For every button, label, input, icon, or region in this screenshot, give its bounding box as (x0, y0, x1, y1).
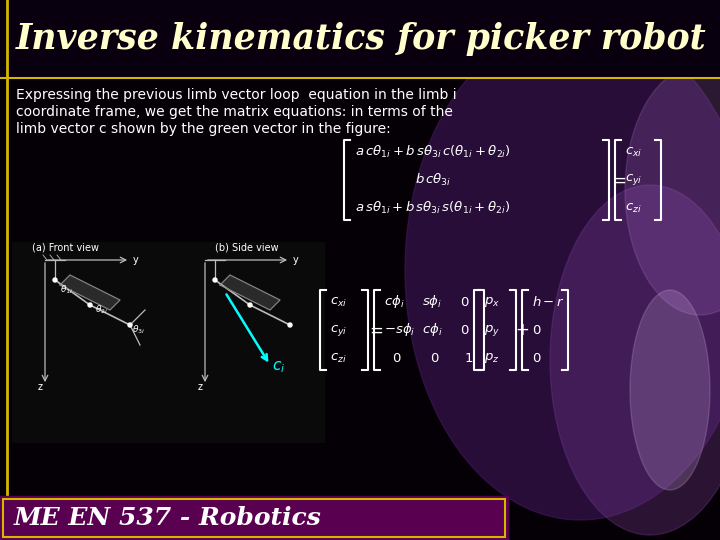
Polygon shape (220, 275, 280, 310)
Text: $0$: $0$ (532, 323, 541, 336)
Circle shape (248, 303, 252, 307)
Text: $c_i$: $c_i$ (272, 359, 285, 375)
Text: (a) Front view: (a) Front view (32, 242, 99, 252)
Circle shape (288, 323, 292, 327)
Text: z: z (38, 382, 43, 392)
Text: $c\phi_i$: $c\phi_i$ (422, 321, 443, 339)
Text: $c_{xi}$: $c_{xi}$ (625, 145, 642, 159)
Text: $1$: $1$ (464, 352, 473, 365)
Text: $h-r$: $h-r$ (532, 295, 564, 309)
Text: $c_{yi}$: $c_{yi}$ (330, 322, 347, 338)
Text: $c_{zi}$: $c_{zi}$ (625, 201, 642, 214)
Bar (12, 242, 324, 442)
Text: $0$: $0$ (460, 323, 469, 336)
Text: $\theta_{3i}$: $\theta_{3i}$ (132, 324, 145, 336)
Text: y: y (133, 255, 139, 265)
Text: $=$: $=$ (609, 171, 626, 189)
Circle shape (88, 303, 92, 307)
Text: $b\,c\theta_{3i}$: $b\,c\theta_{3i}$ (415, 172, 451, 188)
Bar (0, 0, 720, 78)
Text: $s\phi_i$: $s\phi_i$ (422, 294, 442, 310)
Bar (3, 499, 505, 537)
Ellipse shape (625, 65, 720, 315)
Text: (b) Side view: (b) Side view (215, 242, 279, 252)
Text: $\theta_{1i}$: $\theta_{1i}$ (60, 283, 73, 295)
Text: $p_x$: $p_x$ (484, 295, 500, 309)
Text: $\theta_{2i}$: $\theta_{2i}$ (95, 304, 108, 316)
Circle shape (53, 278, 57, 282)
Text: $c_{xi}$: $c_{xi}$ (330, 295, 347, 308)
Text: $0$: $0$ (392, 352, 402, 365)
Polygon shape (60, 275, 120, 310)
Text: $p_y$: $p_y$ (484, 322, 500, 338)
Text: $a\,s\theta_{1i}+b\,s\theta_{3i}\,s(\theta_{1i}+\theta_{2i})$: $a\,s\theta_{1i}+b\,s\theta_{3i}\,s(\the… (355, 200, 510, 216)
Ellipse shape (550, 185, 720, 535)
Text: limb vector c shown by the green vector in the figure:: limb vector c shown by the green vector … (16, 122, 391, 136)
Text: $+$: $+$ (515, 321, 529, 339)
Text: ME EN 537 - Robotics: ME EN 537 - Robotics (14, 506, 322, 530)
Text: $c\phi_i$: $c\phi_i$ (384, 294, 405, 310)
Ellipse shape (630, 290, 710, 490)
Text: coordinate frame, we get the matrix equations: in terms of the: coordinate frame, we get the matrix equa… (16, 105, 453, 119)
Text: z: z (198, 382, 203, 392)
Text: $c_{zi}$: $c_{zi}$ (330, 352, 347, 365)
Text: $0$: $0$ (460, 295, 469, 308)
Text: y: y (293, 255, 299, 265)
Bar (0, 496, 508, 540)
Text: $0$: $0$ (430, 352, 439, 365)
Text: $-s\phi_i$: $-s\phi_i$ (384, 321, 415, 339)
Text: $0$: $0$ (532, 352, 541, 365)
Text: $a\,c\theta_{1i}+b\,s\theta_{3i}\,c(\theta_{1i}+\theta_{2i})$: $a\,c\theta_{1i}+b\,s\theta_{3i}\,c(\the… (355, 144, 511, 160)
Circle shape (128, 323, 132, 327)
Text: Expressing the previous limb vector loop  equation in the limb i: Expressing the previous limb vector loop… (16, 88, 456, 102)
Text: $=$: $=$ (366, 321, 383, 339)
Text: $p_z$: $p_z$ (484, 351, 500, 365)
Ellipse shape (405, 20, 720, 520)
Circle shape (213, 278, 217, 282)
Text: Inverse kinematics for picker robot: Inverse kinematics for picker robot (16, 22, 706, 56)
Text: $c_{yi}$: $c_{yi}$ (625, 172, 642, 187)
